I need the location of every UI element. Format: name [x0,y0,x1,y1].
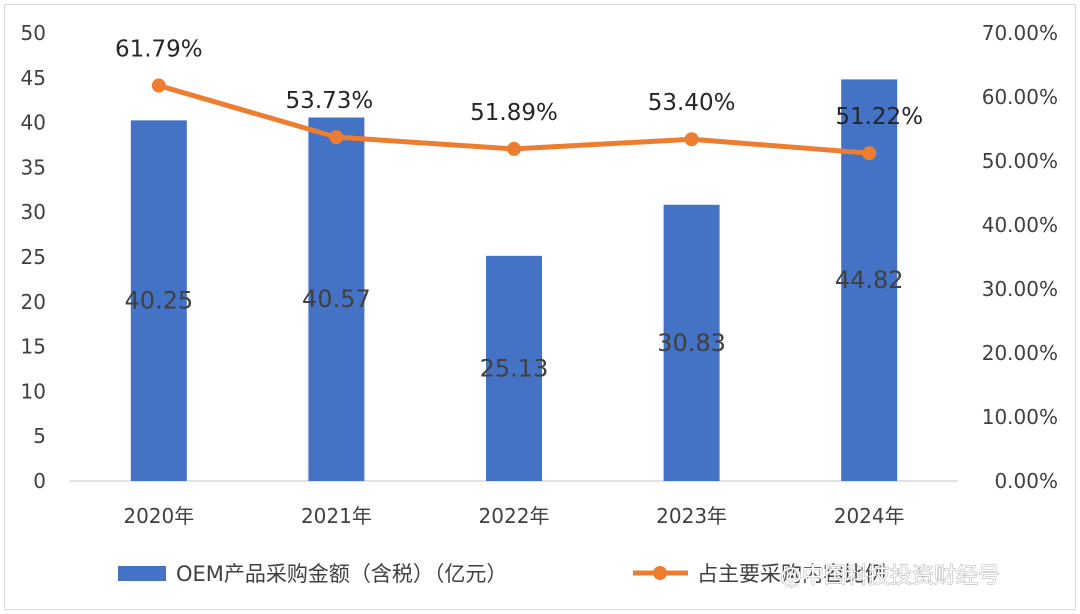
line-value-label: 51.89% [470,100,558,126]
left-axis-ticks: 0 5 10 15 20 25 30 35 40 45 50 [21,21,46,493]
right-tick-label: 10.00% [982,405,1058,429]
left-tick-label: 15 [21,335,46,359]
line-marker [684,132,699,147]
bar [130,120,187,482]
bar-data-labels: 40.25 40.57 25.13 30.83 44.82 [124,266,903,382]
x-tick-label: 2022年 [479,504,550,528]
bar-value-label: 40.57 [302,285,371,313]
left-tick-label: 10 [21,379,46,403]
bar-value-label: 30.83 [657,329,726,357]
left-tick-label: 20 [21,290,46,314]
bar-series [130,79,898,482]
line-marker [507,141,521,156]
bar [308,117,365,481]
bar-value-label: 25.13 [480,354,549,382]
right-tick-label: 70.00% [982,21,1058,45]
left-tick-label: 35 [21,155,46,179]
right-tick-label: 40.00% [982,213,1058,237]
bar-value-label: 44.82 [835,266,904,294]
right-tick-label: 20.00% [982,341,1058,365]
left-tick-label: 45 [21,66,46,90]
left-tick-label: 5 [33,424,46,448]
x-tick-label: 2021年 [301,504,372,528]
x-tick-label: 2020年 [123,504,194,528]
legend-bar-label: OEM产品采购金额（含税）（亿元） [176,562,507,586]
line-marker [862,146,877,161]
line-value-label: 61.79% [115,37,203,63]
right-tick-label: 0.00% [994,469,1058,493]
x-tick-label: 2023年 [656,504,727,528]
bar-value-label: 40.25 [124,287,193,315]
legend-line-label: 占主要采购内容比例 [697,562,886,586]
legend-bar-swatch [118,566,166,581]
left-tick-label: 40 [21,111,46,135]
right-tick-label: 60.00% [982,85,1058,109]
bar [663,204,720,482]
watermark: @中国科技投资财经号 [780,564,1000,589]
x-axis-ticks: 2020年 2021年 2022年 2023年 2024年 [123,504,904,528]
line-value-label: 53.73% [286,88,374,114]
left-tick-label: 0 [33,469,46,493]
x-tick-label: 2024年 [834,504,905,528]
line-data-labels: 61.79% 53.73% 51.89% 53.40% 51.22% [115,37,923,131]
line-series [151,78,877,161]
line-value-label: 53.40% [648,90,736,116]
bar [486,255,542,481]
legend: OEM产品采购金额（含税）（亿元） 占主要采购内容比例 @中国科技投资财经号 [118,562,1000,589]
line-marker [151,78,166,93]
right-tick-label: 30.00% [982,277,1058,301]
left-tick-label: 25 [21,245,46,269]
legend-line-marker [653,566,667,580]
left-tick-label: 30 [21,200,46,224]
left-tick-label: 50 [21,21,46,45]
line-value-label: 51.22% [835,104,923,130]
right-axis-ticks: 0.00% 10.00% 20.00% 30.00% 40.00% 50.00% 60.00… [982,21,1058,493]
right-tick-label: 50.00% [982,149,1058,173]
line-marker [329,130,344,145]
